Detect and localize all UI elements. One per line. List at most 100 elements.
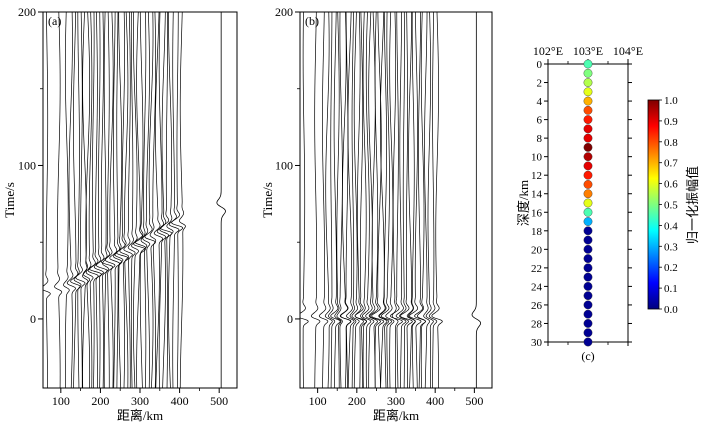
panel-b-trace	[318, 12, 329, 388]
panel-c-point	[583, 300, 593, 310]
panel-b-trace	[361, 12, 372, 388]
panel-a-trace	[87, 12, 99, 388]
panel-c-ytick-label: 12	[531, 170, 542, 182]
panel-a-axes: 100 200 300 400 500 0 100 200	[18, 5, 228, 408]
panel-a-trace	[114, 12, 124, 388]
panel-b-axes: 100 200 300 400 500 0 100 200	[275, 5, 483, 408]
panel-c-axes: 102°E 103°E 104°E0246810121416182022242628…	[531, 44, 643, 349]
panel-c-point	[583, 59, 593, 69]
panel-a-traces	[43, 12, 226, 388]
panel-b-trace	[336, 12, 343, 388]
panel-a-trace	[66, 12, 76, 388]
panel-a-trace	[102, 12, 109, 388]
panel-c-ytick-label: 4	[537, 96, 543, 108]
panel-c-point	[583, 142, 593, 152]
panel-c-point	[583, 124, 593, 134]
panel-c-ytick-label: 0	[537, 59, 543, 71]
panel-c-point	[583, 244, 593, 254]
panel-c-point	[583, 96, 593, 106]
panel-b-trace	[346, 12, 355, 388]
panel-b-trace	[300, 12, 309, 388]
panel-b-trace	[425, 12, 434, 388]
panel-c-point	[583, 328, 593, 338]
panel-b-label: (b)	[305, 14, 319, 28]
panel-c-xtick-label: 103°E	[573, 44, 603, 58]
panel-a-trace	[156, 12, 167, 388]
panel-c-point	[583, 115, 593, 125]
panel-a-ytick-label: 100	[18, 158, 36, 172]
colorbar-ticks: 0.0 0.1 0.2 0.3 0.4 0.5 0.6 0.7 0.8 0.9 1.0	[659, 95, 678, 316]
panel-c-point	[583, 272, 593, 282]
panel-b-trace	[406, 12, 416, 388]
panel-b-trace	[371, 12, 385, 388]
panel-b-xtick-label: 300	[387, 394, 405, 408]
colorbar-tick-label: 0.6	[664, 179, 678, 191]
panel-c-point	[583, 235, 593, 245]
panel-c-ytick-label: 6	[537, 115, 543, 127]
panel-b-trace	[380, 12, 393, 388]
colorbar-tick-label: 0.0	[664, 304, 678, 316]
panel-c-ytick-label: 20	[531, 244, 543, 256]
panel-b-trace	[408, 12, 416, 388]
colorbar-tick-label: 0.2	[664, 262, 678, 274]
panel-c-point	[583, 68, 593, 78]
panel-c-ytick-label: 24	[531, 281, 543, 293]
panel-a-trace	[85, 12, 94, 388]
panel-a-xtick-label: 100	[52, 394, 70, 408]
panel-a-trace	[134, 12, 146, 388]
panel-c-point	[583, 291, 593, 301]
panel-a-trace	[119, 12, 130, 388]
panel-b-trace	[400, 12, 413, 388]
panel-a-xlabel: 距离/km	[117, 408, 163, 423]
panel-b-far-trace	[471, 12, 482, 388]
panel-a-trace	[54, 12, 63, 388]
panel-a-trace	[123, 12, 133, 388]
panel-b-xtick-label: 400	[426, 394, 444, 408]
panel-b-xtick-label: 100	[309, 394, 327, 408]
panel-c-point	[583, 309, 593, 319]
panel-a-trace	[43, 12, 51, 388]
panel-a: 100 200 300 400 500 0 100 200 (a) 距离/km Time/s	[2, 5, 238, 423]
panel-a-trace	[93, 12, 104, 388]
panel-a-label: (a)	[48, 14, 61, 28]
panel-b-trace	[423, 12, 430, 388]
panel-b-trace	[378, 12, 388, 388]
panel-b-trace	[408, 12, 422, 388]
panel-c-point	[583, 198, 593, 208]
panel-a-xtick-label: 400	[171, 394, 189, 408]
panel-a-xtick-label: 200	[91, 394, 109, 408]
panel-b-xtick-label: 500	[465, 394, 483, 408]
panel-a-trace	[127, 12, 136, 388]
panel-c-point	[583, 217, 593, 226]
colorbar-bar	[647, 99, 660, 310]
panel-c-point	[583, 263, 593, 273]
colorbar-tick-label: 0.4	[664, 220, 678, 232]
panel-c-point	[583, 170, 593, 180]
panel-b-trace	[328, 12, 336, 388]
colorbar-tick-label: 1.0	[664, 95, 678, 107]
panel-b-trace	[379, 12, 390, 388]
panel-c-point	[583, 87, 593, 97]
panel-a-trace	[116, 12, 129, 388]
panel-c-xtick-label: 102°E	[533, 44, 563, 58]
panel-b-trace	[349, 12, 357, 388]
panel-b-trace	[431, 12, 443, 388]
panel-c-point	[583, 281, 593, 291]
panel-a-ytick-label: 200	[18, 5, 36, 19]
panel-c-point	[583, 207, 593, 217]
panel-c-ylabel: 深度/km	[516, 180, 531, 226]
panel-a-trace	[88, 12, 102, 388]
panel-a-trace	[82, 12, 91, 388]
panel-b-trace	[365, 12, 375, 388]
panel-a-ytick-label: 0	[30, 312, 36, 326]
panel-a-trace	[159, 12, 169, 388]
panel-c-point	[583, 226, 593, 236]
panel-a-trace	[70, 12, 81, 388]
panel-c-ytick-label: 14	[531, 189, 543, 201]
panel-b-trace	[395, 12, 407, 388]
panel-c-ytick-label: 2	[537, 78, 543, 90]
panel-b-trace	[428, 12, 438, 388]
panel-b-trace	[389, 12, 403, 388]
panel-c-point	[583, 105, 593, 115]
